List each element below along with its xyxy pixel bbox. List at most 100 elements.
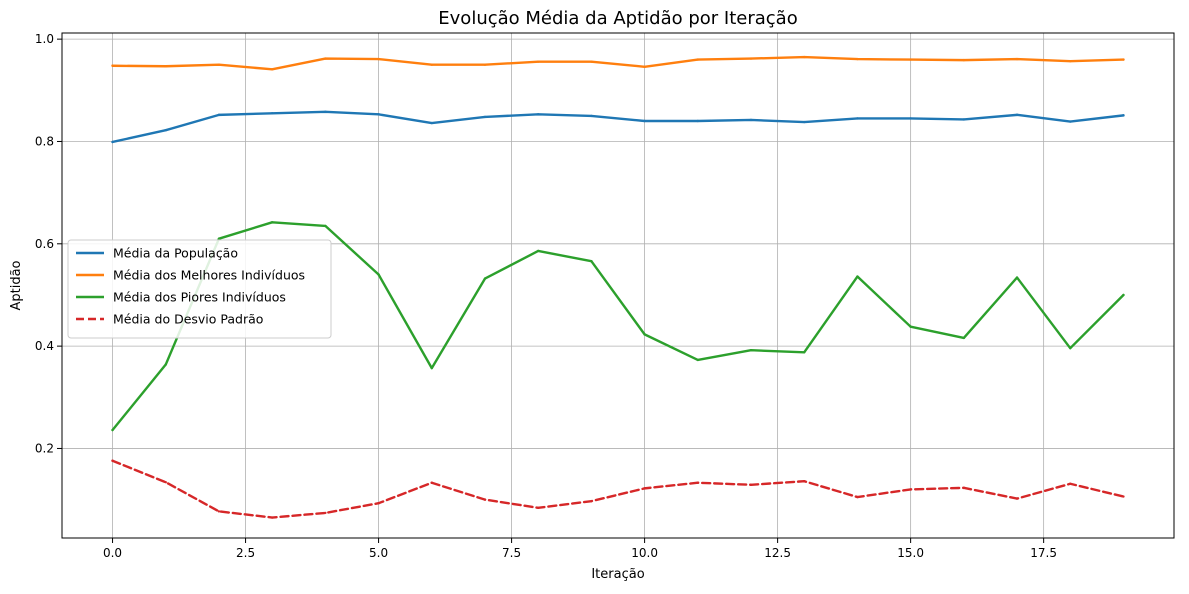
series-line-3	[111, 221, 1125, 432]
data-point	[483, 498, 487, 501]
legend-box	[67, 239, 332, 339]
data-point	[1069, 59, 1072, 63]
data-point	[324, 224, 327, 228]
series-points-1	[111, 110, 1125, 144]
data-point	[803, 351, 806, 354]
x-tick-label: 17.5	[1030, 546, 1057, 560]
x-tick-label: 12.5	[764, 546, 791, 560]
data-point	[217, 237, 221, 240]
data-point	[536, 506, 540, 510]
data-point	[909, 325, 912, 328]
data-point	[856, 275, 859, 278]
data-point	[909, 117, 912, 120]
y-axis-label: Aptidão	[9, 260, 24, 310]
y-tick-label: 0.6	[35, 237, 54, 251]
data-point	[324, 57, 327, 60]
y-tick-label: 1.0	[35, 32, 54, 46]
data-point	[1069, 346, 1072, 350]
data-point	[643, 333, 646, 336]
legend-label: Média da População	[113, 246, 238, 261]
data-point	[164, 65, 167, 68]
data-point	[749, 483, 753, 486]
x-tick-label: 15.0	[897, 546, 924, 560]
data-point	[483, 277, 487, 280]
x-tick-label: 7.5	[502, 546, 521, 560]
data-point	[962, 486, 966, 490]
x-tick-label: 10.0	[631, 546, 658, 560]
axis-ticks: 0.0 2.5 5.0 7.5 10.0 12.5 15.0 17.5 0.2 0.4 0.6 0.8…	[35, 32, 1057, 560]
data-point	[536, 113, 540, 116]
data-point	[1015, 276, 1019, 279]
y-tick-label: 0.8	[35, 134, 54, 148]
x-axis-label: Iteração	[591, 567, 644, 582]
data-point	[643, 487, 646, 490]
data-point	[909, 488, 912, 491]
data-point	[856, 495, 859, 499]
data-point	[536, 249, 540, 253]
data-point	[962, 118, 966, 121]
data-point	[377, 113, 380, 116]
y-tick-label: 0.4	[35, 339, 54, 353]
series-layer	[111, 55, 1125, 519]
data-point	[856, 57, 859, 61]
data-point	[749, 349, 753, 352]
series-points-2	[111, 55, 1125, 71]
data-point	[111, 428, 114, 432]
data-point	[962, 336, 966, 340]
data-point	[696, 119, 700, 123]
data-point	[1122, 114, 1125, 117]
data-point	[536, 60, 540, 63]
data-point	[111, 459, 114, 462]
legend-label: Média dos Piores Indivíduos	[113, 290, 286, 305]
y-tick-label: 0.2	[35, 441, 54, 455]
data-point	[217, 63, 221, 66]
legend: Média da População Média dos Melhores Ind…	[67, 239, 332, 339]
data-point	[856, 117, 859, 120]
data-point	[270, 68, 274, 71]
chart-title: Evolução Média da Aptidão por Iteração	[438, 8, 797, 29]
data-point	[590, 259, 593, 263]
data-point	[377, 502, 380, 505]
data-point	[696, 481, 700, 484]
data-point	[803, 55, 806, 59]
data-point	[1069, 120, 1072, 123]
data-point	[483, 63, 487, 66]
data-point	[270, 516, 274, 519]
data-point	[803, 480, 806, 483]
data-point	[377, 57, 380, 61]
data-point	[270, 221, 274, 224]
data-point	[1122, 293, 1125, 297]
data-point	[430, 63, 433, 66]
data-point	[643, 119, 646, 123]
data-point	[217, 510, 221, 513]
data-point	[696, 58, 700, 61]
data-point	[1015, 113, 1019, 117]
data-point	[962, 58, 966, 62]
series-line-2	[111, 55, 1125, 71]
data-point	[590, 114, 593, 118]
data-point	[1069, 482, 1072, 485]
data-point	[164, 129, 167, 132]
data-point	[643, 65, 646, 68]
data-point	[430, 366, 433, 370]
data-point	[324, 110, 327, 113]
data-point	[111, 140, 114, 144]
data-point	[324, 511, 327, 515]
data-point	[749, 118, 753, 122]
series-points-3	[111, 221, 1125, 432]
data-point	[590, 499, 593, 503]
data-point	[1015, 497, 1019, 500]
data-point	[909, 58, 912, 61]
data-point	[749, 57, 753, 60]
data-point	[270, 112, 274, 115]
data-point	[696, 358, 700, 362]
legend-label: Média dos Melhores Indivíduos	[113, 268, 305, 283]
data-point	[1122, 58, 1125, 61]
legend-label: Média do Desvio Padrão	[113, 312, 263, 327]
series-points-4	[111, 459, 1125, 519]
data-point	[430, 121, 433, 125]
x-tick-label: 2.5	[236, 546, 255, 560]
data-point	[217, 113, 221, 117]
